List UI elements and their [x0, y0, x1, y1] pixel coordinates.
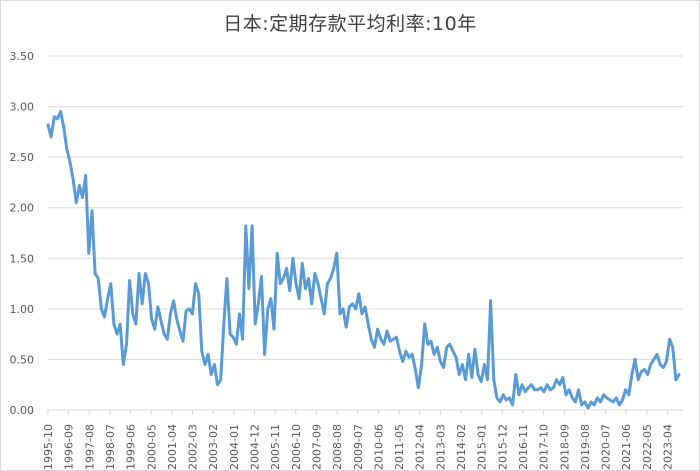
x-tick-label: 1995-10: [42, 424, 55, 470]
x-tick-label: 2008-08: [331, 424, 344, 470]
x-tick-label: 2021-06: [620, 424, 633, 470]
x-tick-label: 2018-09: [558, 424, 571, 470]
x-tick-label: 2019-08: [579, 424, 592, 470]
x-tick-label: 2004-01: [228, 424, 241, 470]
x-tick-label: 2015-12: [496, 424, 509, 470]
series-line: [46, 110, 681, 410]
y-axis-labels: 0.00 0.50 1.00 1.50 2.00 2.50 3.00 3.50: [10, 50, 35, 417]
x-tick-label: 2003-02: [207, 424, 220, 470]
x-tick-label: 2009-07: [352, 424, 365, 470]
x-tick-label: 2022-05: [641, 424, 654, 470]
x-tick-label: 2020-07: [600, 424, 613, 470]
x-tick-label: 2016-11: [517, 424, 530, 470]
y-tick-label: 0.00: [10, 404, 35, 417]
x-tick-label: 2023-04: [662, 424, 675, 470]
x-tick-label: 1996-09: [63, 424, 76, 470]
x-tick-label: 2011-05: [393, 424, 406, 470]
x-tick-label: 2012-04: [414, 424, 427, 470]
x-tick-label: 2017-10: [538, 424, 551, 470]
x-tick-label: 1997-08: [83, 424, 96, 470]
x-tick-label: 1999-06: [125, 424, 138, 470]
x-tick-label: 2014-02: [455, 424, 468, 470]
x-tick-label: 2001-04: [166, 424, 179, 470]
x-tick-label: 2005-11: [269, 424, 282, 470]
x-tick-label: 2000-05: [145, 424, 158, 470]
y-tick-label: 1.50: [10, 252, 35, 265]
x-tick-label: 2007-09: [310, 424, 323, 470]
x-tick-label: 1998-07: [104, 424, 117, 470]
x-tick-label: 2010-06: [372, 424, 385, 470]
x-axis: 1995-10 1996-09 1997-08 1998-07 1999-06 2000-…: [42, 409, 683, 470]
y-tick-label: 0.50: [10, 353, 35, 366]
y-tick-label: 3.50: [10, 50, 35, 63]
y-tick-label: 2.50: [10, 151, 35, 164]
x-tick-label: 2002-03: [187, 424, 200, 470]
y-tick-label: 3.00: [10, 101, 35, 114]
x-tick-label: 2006-10: [290, 424, 303, 470]
gridlines: [48, 55, 683, 411]
x-tick-label: 2013-03: [434, 424, 447, 470]
y-tick-label: 2.00: [10, 202, 35, 215]
y-tick-label: 1.00: [10, 303, 35, 316]
x-tick-label: 2015-01: [476, 424, 489, 470]
chart-title: 日本:定期存款平均利率:10年: [223, 13, 477, 35]
x-tick-label: 2004-12: [249, 424, 262, 470]
